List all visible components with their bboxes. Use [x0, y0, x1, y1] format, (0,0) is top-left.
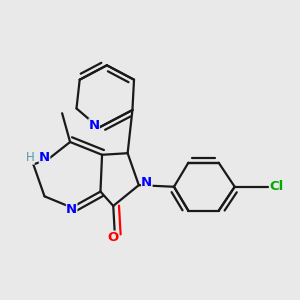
Text: N: N	[66, 202, 77, 216]
Text: O: O	[108, 231, 119, 244]
Text: N: N	[88, 118, 100, 132]
Text: N: N	[39, 152, 50, 164]
Text: H: H	[26, 152, 34, 164]
Text: N: N	[141, 176, 152, 189]
Text: Cl: Cl	[270, 180, 284, 193]
